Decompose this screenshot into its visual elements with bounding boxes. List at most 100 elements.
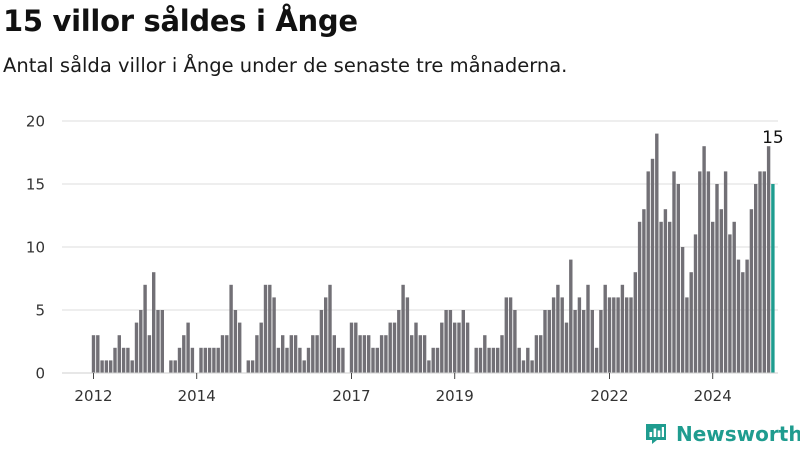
y-tick-label: 15 [26,176,45,194]
bar [483,335,487,373]
bar [315,335,319,373]
bar [711,221,715,373]
bar [250,360,255,373]
bar [255,335,259,373]
bar [741,272,745,373]
bar [152,272,156,373]
x-tick-label: 2012 [74,387,112,405]
bar [526,347,530,373]
chart-subtitle: Antal sålda villor i Ånge under de senas… [3,54,568,77]
bar [401,284,405,373]
bar [496,347,500,373]
bar [650,158,655,373]
bar [461,310,465,373]
x-tick-label: 2022 [590,387,628,405]
bar [521,360,526,373]
bar [573,310,577,373]
bar [560,297,564,373]
y-tick-label: 20 [26,113,45,131]
y-tick-label: 0 [35,365,45,383]
bar [130,360,134,373]
bar [302,360,306,373]
bar [719,209,723,373]
bar [91,335,96,373]
bar [551,297,556,373]
bar [392,322,397,373]
bar [100,360,104,373]
bar [663,209,668,373]
bar [233,310,238,373]
bar [431,347,435,373]
bar [646,171,650,373]
annotations: 15 [762,128,784,148]
bar [229,284,233,373]
bar [367,335,371,373]
bar [147,335,152,373]
bar [749,209,754,373]
bar [728,234,732,373]
x-tick-label: 2024 [694,387,732,405]
bar [216,347,220,373]
bar [487,347,491,373]
bar [478,347,483,373]
bar [362,335,367,373]
bar [169,360,173,373]
bar [173,360,177,373]
bar [220,335,225,373]
bar [238,322,242,373]
bar [203,347,207,373]
bar [612,297,616,373]
x-tick-label: 2019 [436,387,474,405]
bar [259,322,263,373]
bar [440,322,444,373]
bar [543,310,547,373]
bar [117,335,121,373]
bar [319,310,324,373]
bar-highlight [771,184,775,373]
bar [126,347,130,373]
bar [448,310,453,373]
bar [586,284,590,373]
bar [732,221,736,373]
bar [177,347,182,373]
bar [143,284,147,373]
bar [706,171,711,373]
bar [702,146,706,373]
bar [358,335,362,373]
bar [384,335,388,373]
bar [336,347,341,373]
bar [341,347,345,373]
bar [715,184,719,373]
bar [637,221,642,373]
bar [685,297,689,373]
bar [182,335,186,373]
bar [500,335,504,373]
bar [293,335,298,373]
bar [298,347,302,373]
bar [633,272,637,373]
x-tick-label: 2014 [178,387,216,405]
bar [199,347,203,373]
y-axis: 0 5 10 15 20 [26,113,45,383]
bar [388,322,392,373]
bar [109,360,113,373]
bar [289,335,293,373]
bar [375,347,379,373]
bar [564,322,569,373]
bar [414,322,418,373]
bar [139,310,143,373]
bar [418,335,422,373]
bar [225,335,229,373]
highlight-value-label: 15 [762,128,784,148]
brand-logo: Newsworthy [644,420,800,448]
bar [285,347,289,373]
bar [134,322,139,373]
bar [693,234,698,373]
bar [121,347,126,373]
bar [607,297,612,373]
bar [272,297,276,373]
newsworthy-logo-icon [646,424,666,444]
bar [186,322,190,373]
bar [427,360,431,373]
bar [354,322,358,373]
